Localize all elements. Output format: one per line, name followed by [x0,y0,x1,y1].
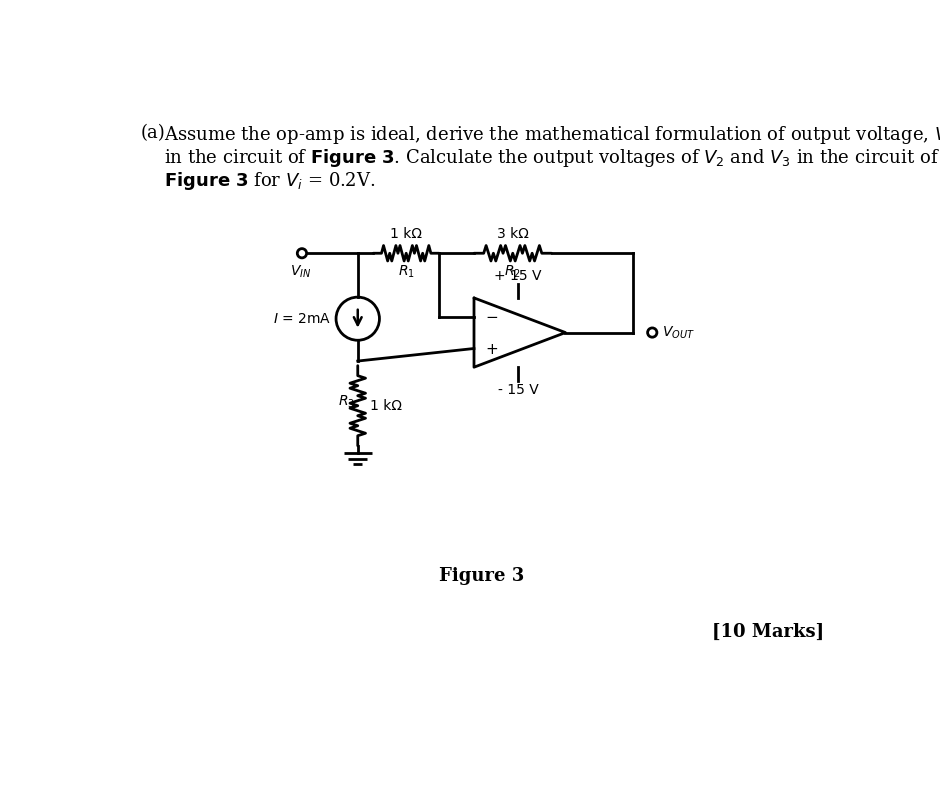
Text: $+$: $+$ [485,342,498,357]
Text: $\bf{Figure\ 3}$ for $V_i$ = 0.2V.: $\bf{Figure\ 3}$ for $V_i$ = 0.2V. [164,170,375,192]
Text: $R_2$: $R_2$ [505,264,521,281]
Text: $\mathit{V}_{IN}$: $\mathit{V}_{IN}$ [290,264,311,281]
Text: 3 kΩ: 3 kΩ [497,227,528,241]
Text: [10 Marks]: [10 Marks] [713,622,824,641]
Text: $\mathit{I}$ = 2mA: $\mathit{I}$ = 2mA [274,312,332,326]
Text: $\mathit{V}_{OUT}$: $\mathit{V}_{OUT}$ [662,324,695,341]
Text: Figure 3: Figure 3 [439,568,525,585]
Text: $R_3$: $R_3$ [337,394,354,410]
Text: + 15 V: + 15 V [494,269,542,282]
Text: 1 kΩ: 1 kΩ [370,399,402,413]
Text: in the circuit of $\bf{Figure\ 3}$. Calculate the output voltages of $V_2$ and $: in the circuit of $\bf{Figure\ 3}$. Calc… [164,147,940,169]
Text: Assume the op-amp is ideal, derive the mathematical formulation of output voltag: Assume the op-amp is ideal, derive the m… [164,124,940,146]
Text: - 15 V: - 15 V [498,382,539,397]
Text: (a): (a) [141,124,165,142]
Text: $R_1$: $R_1$ [398,264,415,281]
Text: 1 kΩ: 1 kΩ [390,227,422,241]
Text: $-$: $-$ [485,308,498,324]
